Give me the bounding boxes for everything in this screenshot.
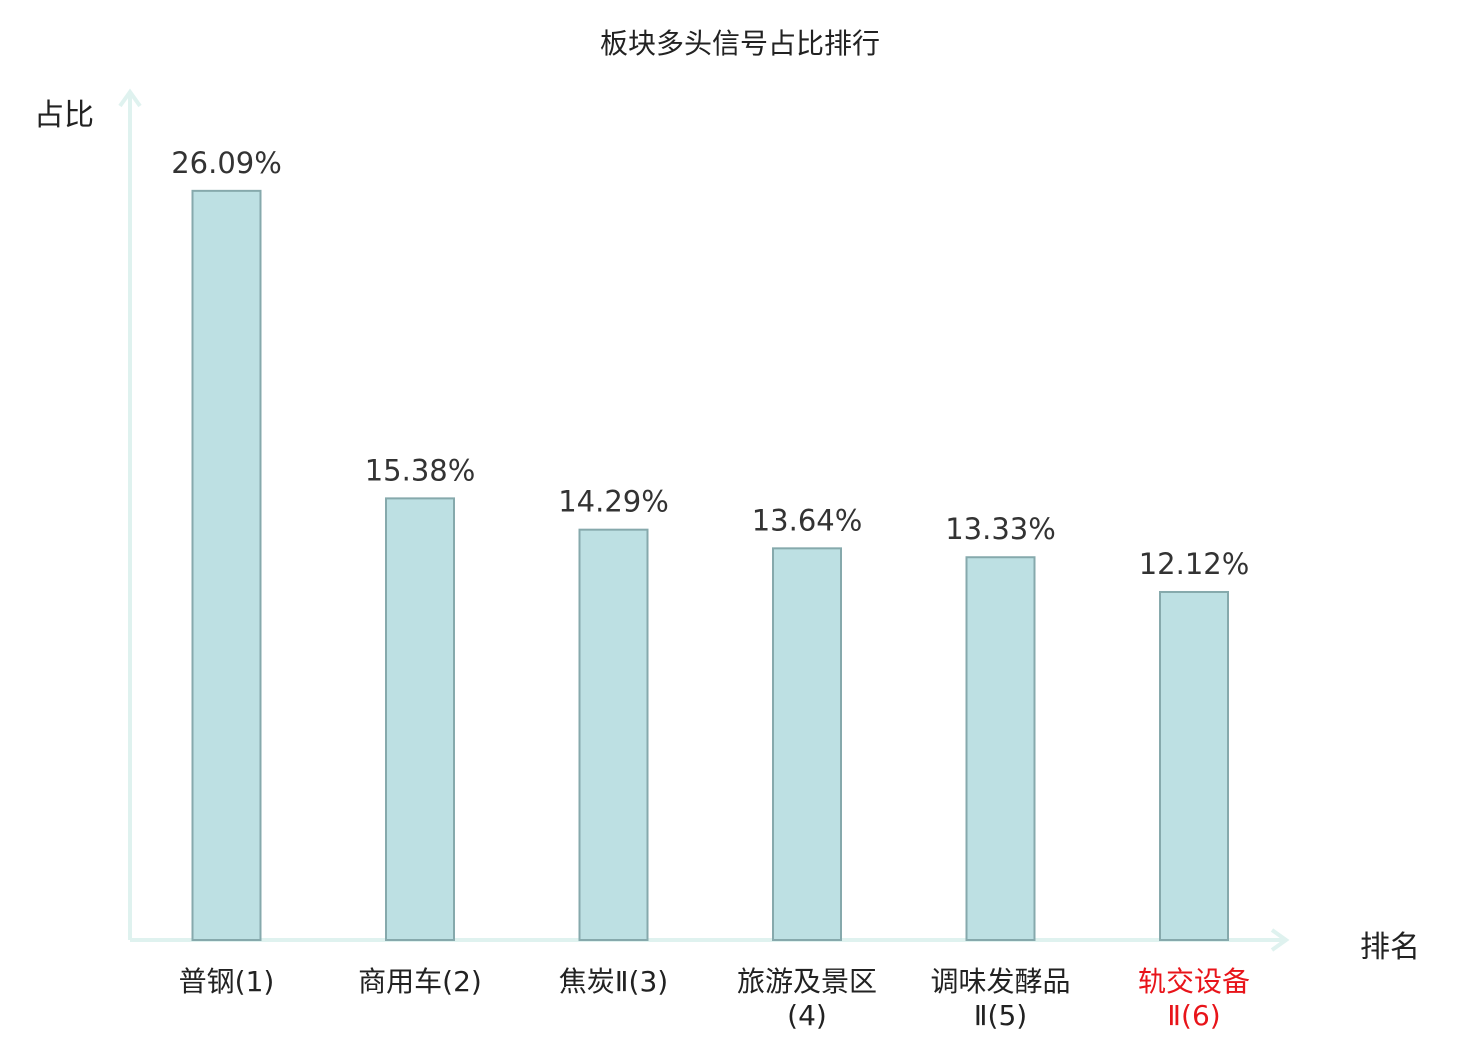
value-label-6: 12.12% <box>1139 547 1250 581</box>
value-label-1: 26.09% <box>171 146 282 180</box>
value-label-2: 15.38% <box>365 453 476 487</box>
bar-5 <box>965 556 1036 941</box>
value-label-3: 14.29% <box>558 485 669 519</box>
chart-title: 板块多头信号占比排行 <box>599 27 880 60</box>
category-label-2: 商用车(2) <box>358 965 482 998</box>
bars <box>191 189 1229 942</box>
x-axis-arrow <box>1270 928 1290 952</box>
value-labels: 26.09% 15.38% 14.29% 13.64% 13.33% 12.12% <box>171 146 1249 581</box>
category-label-6: 轨交设备Ⅱ(6) <box>1137 965 1250 1032</box>
bar-6 <box>1159 590 1229 941</box>
category-label-4: 旅游及景区(4) <box>736 965 877 1032</box>
axes <box>118 88 1290 952</box>
bar-4 <box>772 547 842 942</box>
category-label-1: 普钢(1) <box>178 965 275 998</box>
bar-1 <box>191 189 262 941</box>
value-label-5: 13.33% <box>945 512 1056 546</box>
x-axis-label: 排名 <box>1360 930 1420 965</box>
category-label-3: 焦炭Ⅱ(3) <box>558 965 669 998</box>
value-label-4: 13.64% <box>752 503 863 537</box>
category-label-5: 调味发酵品Ⅱ(5) <box>930 965 1071 1032</box>
y-axis-arrow <box>118 88 142 108</box>
bar-2 <box>385 497 455 941</box>
y-axis-label: 占比 <box>34 98 94 133</box>
bar-3 <box>578 528 649 941</box>
